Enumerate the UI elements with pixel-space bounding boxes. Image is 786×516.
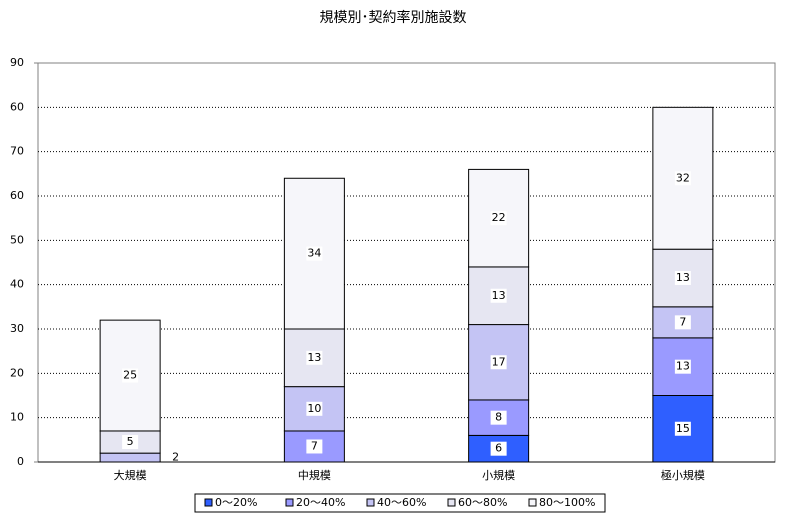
y-tick-label: 30 <box>10 322 24 335</box>
label-box <box>122 368 139 383</box>
legend-label: 0～20% <box>215 496 257 509</box>
data-label: 34 <box>307 247 321 260</box>
data-label: 5 <box>127 435 134 448</box>
data-label: 13 <box>492 289 506 302</box>
x-tick-label: 小規模 <box>482 468 515 482</box>
y-tick-label: 60 <box>10 100 24 113</box>
chart-title: 規模別･契約率別施設数 <box>320 9 467 26</box>
y-tick-label: 70 <box>10 145 24 158</box>
label-box <box>674 171 691 186</box>
data-label: 7 <box>679 315 686 328</box>
x-tick-label: 極小規模 <box>661 468 705 482</box>
data-label: 6 <box>495 442 502 455</box>
label-box <box>306 439 323 454</box>
legend-label: 20～40% <box>296 496 345 509</box>
y-tick-label: 60 <box>10 189 24 202</box>
y-tick-label: 40 <box>10 278 24 291</box>
data-label: 8 <box>495 411 502 424</box>
label-box <box>674 359 691 374</box>
data-label: 2 <box>172 451 179 464</box>
x-tick-label: 中規模 <box>298 468 331 482</box>
data-label: 13 <box>676 271 690 284</box>
label-box <box>674 421 691 436</box>
label-box <box>490 441 507 456</box>
legend-label: 60～80% <box>458 496 507 509</box>
data-label: 22 <box>492 211 506 224</box>
legend-swatch <box>447 498 456 507</box>
label-box <box>490 410 507 425</box>
data-label: 13 <box>676 360 690 373</box>
data-label: 10 <box>307 402 321 415</box>
label-box <box>306 401 323 416</box>
label-box <box>674 315 691 330</box>
data-label: 32 <box>676 171 690 184</box>
label-box <box>490 288 507 303</box>
y-tick-label: 20 <box>10 366 24 379</box>
data-label: 15 <box>676 422 690 435</box>
y-tick-label: 50 <box>10 233 24 246</box>
label-box <box>674 271 691 286</box>
legend-swatch <box>528 498 537 507</box>
y-tick-label: 0 <box>17 455 24 468</box>
bar-segment <box>99 452 161 463</box>
legend-swatch <box>204 498 213 507</box>
y-tick-label: 90 <box>10 56 24 69</box>
data-label: 13 <box>307 351 321 364</box>
legend <box>194 493 606 513</box>
legend-label: 40～60% <box>377 496 426 509</box>
x-tick-label: 大規模 <box>114 468 147 482</box>
y-tick-label: 10 <box>10 411 24 424</box>
label-box <box>490 211 507 226</box>
legend-swatch <box>285 498 294 507</box>
data-label: 25 <box>123 369 137 382</box>
data-label: 17 <box>492 355 506 368</box>
legend-swatch <box>366 498 375 507</box>
bar-segment <box>468 399 530 436</box>
label-box <box>490 355 507 370</box>
data-label: 7 <box>311 439 318 452</box>
label-box <box>122 435 139 450</box>
legend-label: 80～100% <box>539 496 595 509</box>
label-box <box>306 246 323 261</box>
label-box <box>306 350 323 365</box>
